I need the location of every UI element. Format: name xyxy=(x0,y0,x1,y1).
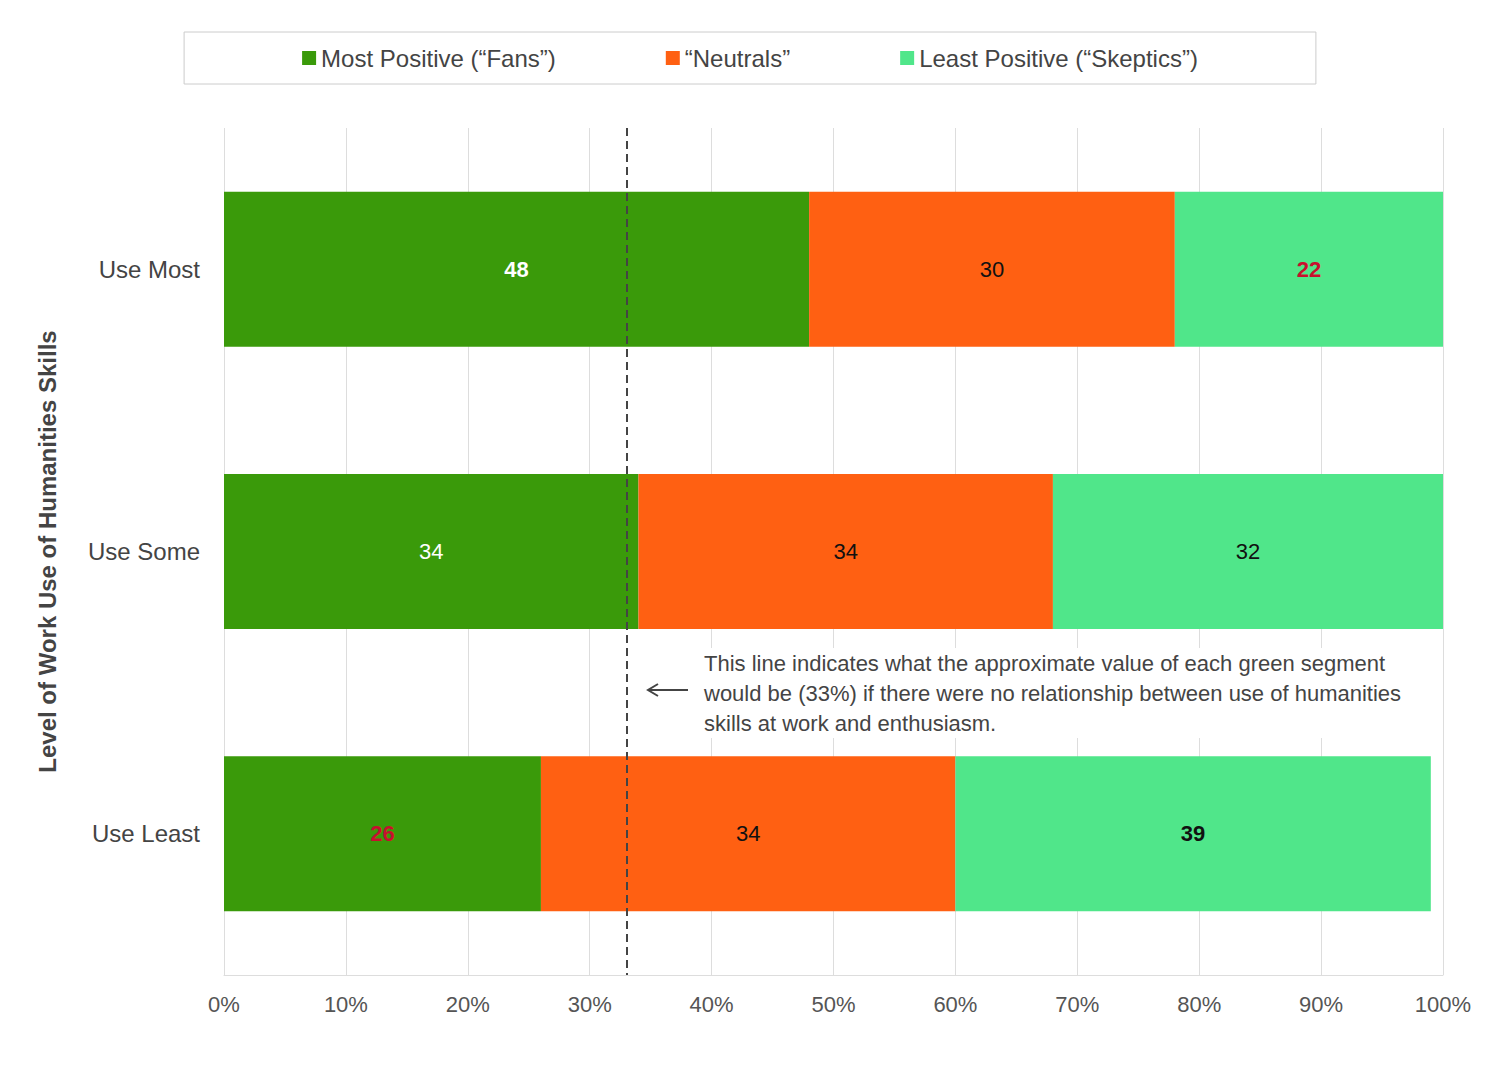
svg-text:34: 34 xyxy=(419,539,443,564)
svg-text:32: 32 xyxy=(1236,539,1260,564)
svg-text:skills at work and enthusiasm.: skills at work and enthusiasm. xyxy=(704,711,996,736)
svg-text:Use Most: Use Most xyxy=(99,256,201,283)
svg-text:Level of Work Use of Humanitie: Level of Work Use of Humanities Skills xyxy=(34,330,61,772)
svg-text:50%: 50% xyxy=(811,992,855,1017)
svg-text:34: 34 xyxy=(833,539,857,564)
svg-text:40%: 40% xyxy=(690,992,734,1017)
svg-text:90%: 90% xyxy=(1299,992,1343,1017)
svg-text:Least Positive (“Skeptics”): Least Positive (“Skeptics”) xyxy=(919,45,1198,72)
svg-text:Use Least: Use Least xyxy=(92,820,200,847)
svg-text:100%: 100% xyxy=(1415,992,1471,1017)
svg-text:39: 39 xyxy=(1181,821,1205,846)
svg-text:Use Some: Use Some xyxy=(88,538,200,565)
svg-text:would be (33%) if there were n: would be (33%) if there were no relation… xyxy=(703,681,1407,706)
svg-text:30%: 30% xyxy=(568,992,612,1017)
svg-text:22: 22 xyxy=(1297,257,1321,282)
svg-text:70%: 70% xyxy=(1055,992,1099,1017)
svg-text:26: 26 xyxy=(370,821,394,846)
svg-text:0%: 0% xyxy=(208,992,240,1017)
svg-text:“Neutrals”: “Neutrals” xyxy=(685,45,790,72)
svg-text:34: 34 xyxy=(736,821,760,846)
svg-text:48: 48 xyxy=(504,257,528,282)
svg-text:This line indicates what the a: This line indicates what the approximate… xyxy=(704,651,1391,676)
svg-text:10%: 10% xyxy=(324,992,368,1017)
svg-text:60%: 60% xyxy=(933,992,977,1017)
svg-text:30: 30 xyxy=(980,257,1004,282)
svg-text:20%: 20% xyxy=(446,992,490,1017)
svg-text:Most Positive (“Fans”): Most Positive (“Fans”) xyxy=(321,45,556,72)
svg-text:80%: 80% xyxy=(1177,992,1221,1017)
